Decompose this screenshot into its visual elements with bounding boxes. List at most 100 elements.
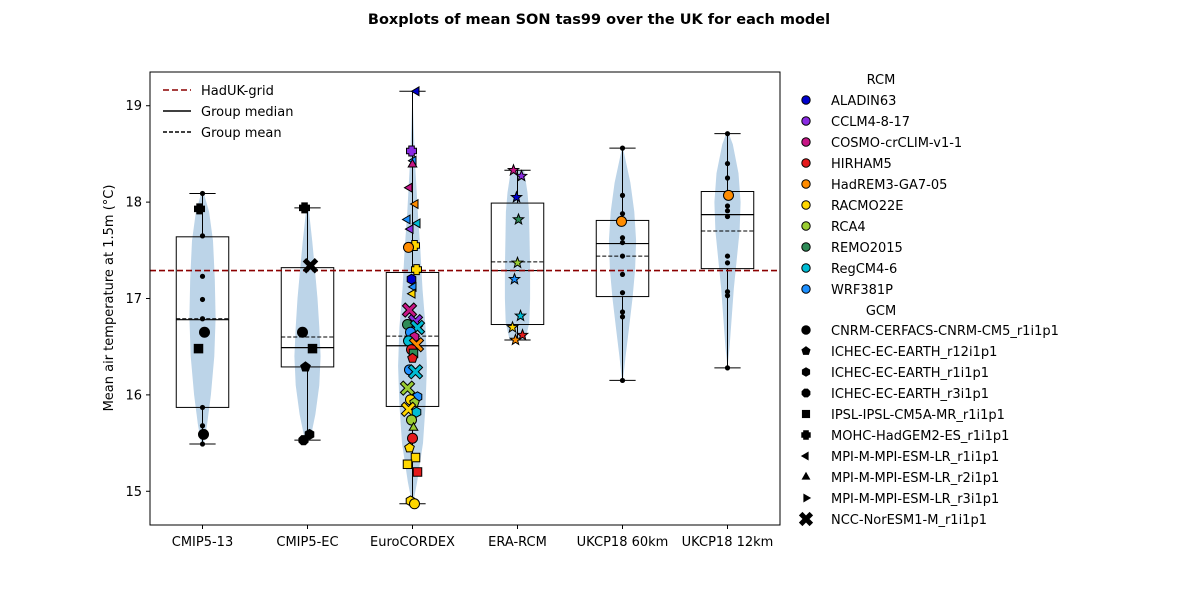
legend-rcm-label-1: CCLM4-8-17 (831, 115, 910, 130)
data-point-47 (399, 380, 416, 396)
legend-rcm-label-5: RACMO22E (831, 199, 903, 214)
data-point-80 (619, 290, 626, 296)
data-point-62 (506, 163, 521, 176)
legend-rcm-marker-8 (801, 263, 811, 273)
data-point-87 (723, 189, 734, 201)
x-tick-label-5: UKCP18 12km (682, 535, 774, 550)
data-point-79 (619, 271, 626, 278)
data-point-23 (403, 182, 413, 193)
data-point-13-fill-b (304, 259, 317, 273)
legend-rcm-label-2: COSMO-crCLIM-v1-1 (831, 136, 962, 151)
data-point-78 (619, 253, 626, 259)
data-point-91 (724, 253, 731, 259)
legend-gcm-label-3: ICHEC-EC-EARTH_r3i1p1 (831, 387, 989, 402)
x-tick-label-1: CMIP5-EC (276, 535, 338, 550)
legend-gcm-marker-7 (801, 471, 811, 480)
data-point-72 (619, 145, 626, 151)
box-3 (490, 202, 545, 326)
violins (189, 91, 741, 504)
legend-label-2: Group mean (201, 126, 282, 141)
data-point-69 (505, 320, 520, 334)
data-point-73 (619, 192, 626, 198)
legend-gcm-marker-6 (800, 451, 809, 461)
data-point-5 (199, 316, 206, 322)
legend-gcm-label-4: IPSL-IPSL-CM5A-MR_r1i1p1 (831, 408, 1005, 423)
data-point-16 (300, 361, 311, 372)
y-axis-label: Mean air temperature at 1.5m (°C) (102, 185, 117, 412)
data-point-3 (199, 273, 206, 279)
data-point-65 (511, 212, 526, 226)
legend-gcm-marker-9-fill-b (800, 513, 812, 525)
data-point-18 (298, 435, 309, 446)
data-point-57 (410, 452, 421, 463)
data-point-19 (410, 86, 420, 97)
data-point-68 (513, 308, 528, 322)
data-point-26 (411, 218, 421, 229)
legend-rcm-label-0: ALADIN63 (831, 94, 896, 109)
legend-rcm-marker-6 (801, 221, 811, 231)
data-point-51-fill-b (402, 402, 415, 416)
data-point-94 (724, 293, 731, 299)
data-point-44 (407, 352, 418, 363)
legend-rcm-label-8: RegCM4-6 (831, 262, 897, 277)
data-point-34-fill-b (403, 303, 416, 317)
x-axis: CMIP5-13 CMIP5-EC EuroCORDEX ERA-RCM UKCP18 … (172, 525, 774, 550)
legend-rcm-marker-3 (801, 158, 811, 168)
data-point-88 (724, 203, 731, 209)
x-tick-label-4: UKCP18 60km (577, 535, 669, 550)
legend-gcm-marker-2 (801, 367, 811, 377)
outer-legend: RCM ALADIN63 CCLM4-8-17 COSMO-crCLIM-v1-1 HI… (798, 73, 1059, 528)
data-point-25 (401, 214, 411, 225)
violin-4 (608, 148, 637, 381)
data-point-34 (401, 302, 418, 318)
legend-rcm-label-9: WRF381P (831, 283, 893, 298)
data-point-33 (406, 288, 416, 299)
data-point-46 (407, 363, 424, 380)
legend-gcm-label-7: MPI-M-MPI-ESM-LR_r2i1p1 (831, 471, 999, 486)
data-point-70 (515, 328, 530, 341)
legend-rcm-label-6: RCA4 (831, 220, 866, 235)
data-point-51 (400, 401, 417, 418)
data-point-29 (403, 241, 414, 253)
legend-gcm-label-6: MPI-M-MPI-ESM-LR_r1i1p1 (831, 450, 999, 465)
data-point-54 (408, 421, 419, 431)
data-point-82 (619, 314, 626, 320)
data-point-52 (411, 406, 422, 418)
data-point-55 (407, 432, 418, 444)
data-point-71 (508, 332, 523, 346)
chart-title: Boxplots of mean SON tas99 over the UK f… (368, 12, 830, 28)
data-point-90 (724, 213, 731, 220)
data-point-77 (619, 239, 626, 246)
x-tick-label-0: CMIP5-13 (172, 535, 233, 550)
x-tick-label-2: EuroCORDEX (370, 535, 455, 550)
legend-rcm-marker-5 (801, 200, 811, 210)
legend-rcm-marker-7 (801, 242, 811, 252)
legend-gcm-label-0: CNRM-CERFACS-CNRM-CM5_r1i1p1 (831, 324, 1059, 339)
data-point-66 (510, 255, 525, 269)
data-point-53 (406, 414, 417, 426)
data-point-32 (407, 281, 417, 293)
legend-gcm-label-8: MPI-M-MPI-ESM-LR_r3i1p1 (831, 492, 999, 507)
data-point-10 (198, 428, 209, 440)
legend-gcm-marker-9 (798, 511, 814, 527)
data-point-74 (619, 211, 626, 217)
legend-rcm-marker-1 (801, 116, 811, 126)
data-point-27 (404, 223, 414, 235)
y-tick-label-1: 16 (125, 388, 142, 403)
data-point-67 (507, 272, 522, 285)
data-point-93 (724, 289, 731, 295)
data-point-64 (509, 190, 524, 203)
data-point-76 (619, 235, 626, 241)
legend-rcm-label-3: HIRHAM5 (831, 157, 892, 172)
legend-gcm-marker-4 (801, 409, 811, 419)
data-point-92 (724, 260, 731, 266)
data-point-56 (404, 442, 415, 453)
data-point-89 (724, 208, 731, 214)
inner-legend: HadUK-grid Group median Group mean (163, 84, 293, 141)
data-point-20 (406, 145, 417, 157)
legend-rcm-label-7: REMO2015 (831, 241, 903, 256)
data-point-13 (302, 257, 319, 274)
legend-rcm-marker-9 (801, 284, 811, 294)
legend-rcm-marker-0 (801, 95, 811, 105)
